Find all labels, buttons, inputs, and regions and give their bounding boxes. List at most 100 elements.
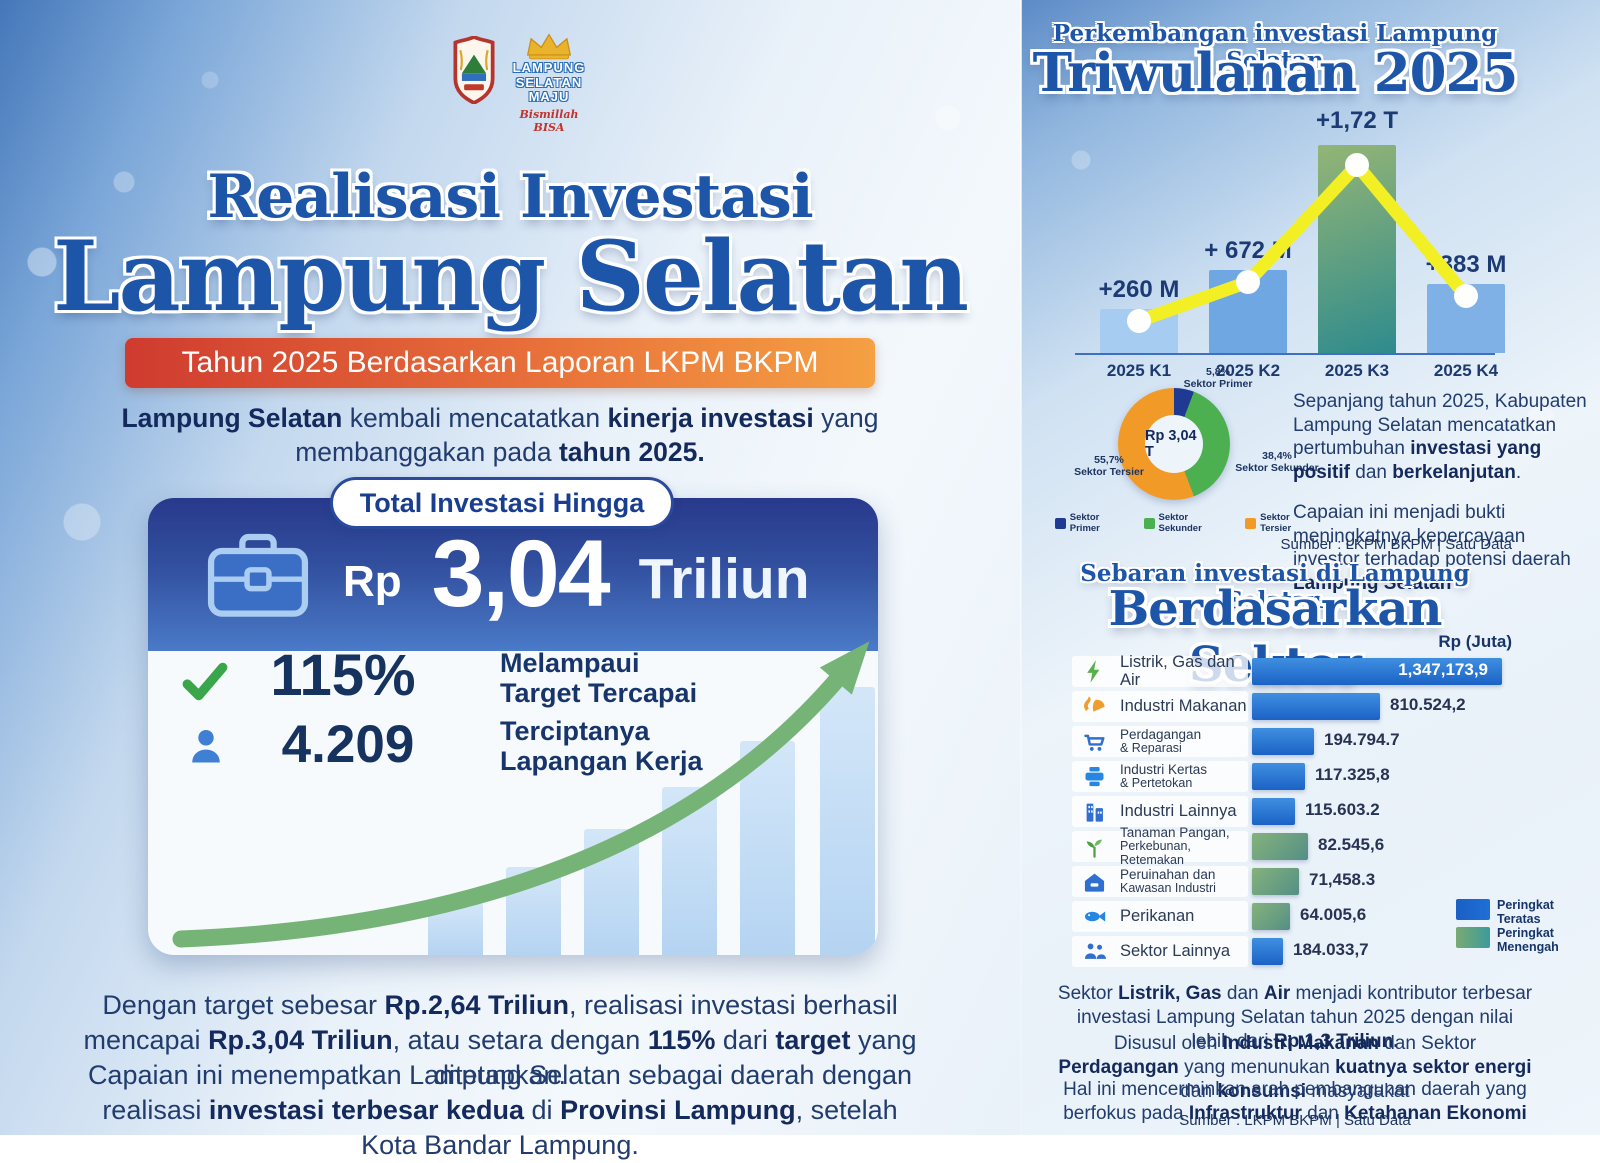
quarterly-chart-title: Triwulanan 2025 xyxy=(1032,42,1519,104)
slice-percent: 38,4% xyxy=(1262,450,1292,462)
jobs-label: Terciptanya Lapangan Kerja xyxy=(500,716,703,776)
lightning-icon xyxy=(1081,658,1108,685)
sector-label-line: Industri Makanan xyxy=(1120,696,1247,715)
rank-top-label: Peringkat Teratas xyxy=(1497,898,1554,926)
rank-middle-label: Peringkat Menengah xyxy=(1497,926,1559,954)
legend-swatch xyxy=(1245,517,1257,529)
sector-label: Perdagangan & Reparasi xyxy=(1120,726,1248,757)
buildings-icon xyxy=(1081,798,1108,825)
quarter-axis-label: 2025 K1 xyxy=(1106,361,1172,380)
sector-paragraph-1: Sektor Listrik, Gas dan Air menjadi kont… xyxy=(1057,983,1533,1052)
year-banner: Tahun 2025 Berdasarkan Laporan LKPM BKPM xyxy=(125,338,875,388)
right-panel: Perkembangan investasi Lampung Selatan T… xyxy=(1021,0,1600,1135)
sector-bar xyxy=(1252,798,1295,825)
check-icon xyxy=(180,656,230,706)
sector-label-line: Perkebunan, Retemakan xyxy=(1120,838,1191,867)
donut-ring: Rp 3,04 T xyxy=(1118,388,1230,500)
intro-paragraph: Lampung Selatan kembali mencatatkan kine… xyxy=(121,403,879,467)
sector-label-line: & Reparasi xyxy=(1120,740,1182,755)
crown-icon xyxy=(506,32,592,61)
sector-value: 82.545,6 xyxy=(1318,835,1385,854)
house-icon xyxy=(1081,868,1108,895)
sector-bar xyxy=(1252,728,1314,755)
sector-label-line: Sektor Lainnya xyxy=(1120,941,1231,960)
sector-value: 1,347,173,9 xyxy=(1398,660,1488,679)
sector-chart-unit: Rp (Juta) xyxy=(1438,632,1512,651)
sector-label-line: Kawasan Industri xyxy=(1120,880,1216,895)
target-percent-value: 115% xyxy=(270,643,416,708)
sector-label: Perikanan xyxy=(1120,901,1248,932)
sector-bar xyxy=(1252,658,1502,685)
printer-icon xyxy=(1081,763,1108,790)
sector-label-line: Perdagangan xyxy=(1120,726,1202,742)
sector-value: 810.524,2 xyxy=(1390,695,1466,714)
sector-label: Listrik, Gas dan Air xyxy=(1120,653,1248,689)
donut-legend-item: Sektor Tersier xyxy=(1245,512,1322,534)
sector-chart-subtitle: Sebaran investasi di Lampung Selatan xyxy=(1080,560,1470,614)
sector-bar-chart: Listrik, Gas dan Air 1,347,173,9 Industri … xyxy=(1060,653,1520,978)
sector-label: Tanaman Pangan, Perkebunan, Retemakan xyxy=(1120,825,1248,866)
sector-value: 184.033,7 xyxy=(1293,940,1369,959)
lampung-selatan-maju-logo: LAMPUNG SELATAN MAJU Bismillah BISA xyxy=(506,32,592,134)
sector-bar xyxy=(1252,833,1308,860)
amount-value: 3,04 xyxy=(431,521,611,627)
sector-row: Perdagangan & Reparasi 194.794.7 xyxy=(1060,726,1520,757)
growth-arrow xyxy=(172,641,870,948)
sector-row: Peruinahan dan Kawasan Industri 71,458.3 xyxy=(1060,866,1520,897)
row-background xyxy=(1072,656,1248,687)
quarterly-summary: Sepanjang tahun 2025, Kabupaten Lampung … xyxy=(1293,390,1595,612)
person-icon xyxy=(184,724,228,768)
brand-line-2: SELATAN xyxy=(515,74,583,90)
quarter-axis-label: 2025 K3 xyxy=(1324,361,1390,380)
sector-value: 117.325,8 xyxy=(1315,765,1390,784)
sector-row: Sektor Lainnya 184.033,7 xyxy=(1060,936,1520,967)
sector-label-line: Listrik, Gas dan Air xyxy=(1120,653,1235,689)
sector-bar xyxy=(1252,938,1283,965)
legend-label: Sektor Primer xyxy=(1069,512,1100,534)
sector-value: 194.794.7 xyxy=(1324,730,1400,749)
quarter-axis-label: 2025 K2 xyxy=(1215,361,1281,380)
donut-legend-item: Sektor Primer xyxy=(1055,512,1131,534)
donut-slice-label: 5,8% Sektor Primer xyxy=(1163,366,1273,391)
sector-label: Industri Kertas & Pertetokan xyxy=(1120,761,1248,792)
sector-row: Industri Kertas & Pertetokan 117.325,8 xyxy=(1060,761,1520,792)
donut-legend-item: Sektor Sekunder xyxy=(1143,512,1233,534)
sector-row: Tanaman Pangan, Perkebunan, Retemakan 82.5… xyxy=(1060,825,1520,866)
sector-paragraph-2: Disusul oleh Industri Makanan dan Sektor… xyxy=(1058,1033,1532,1102)
target-percent-label: Melampaui Target Tercapai xyxy=(500,648,698,708)
donut-center-label: Rp 3,04 T xyxy=(1145,415,1203,473)
sector-donut-chart: Rp 3,04 T Sektor Primer Sektor Sekunder Se… xyxy=(1055,366,1322,534)
main-title-line2: Lampung Selatan xyxy=(53,220,969,333)
briefcase-icon xyxy=(203,526,313,623)
quarter-bar xyxy=(1318,145,1396,353)
legend-label: Sektor Sekunder xyxy=(1158,512,1202,534)
sector-label-line: Industri Lainnya xyxy=(1120,801,1237,820)
quarterly-chart-subtitle: Perkembangan investasi Lampung Selatan xyxy=(1052,20,1498,74)
sector-label-line: & Pertetokan xyxy=(1120,775,1193,790)
left-panel: LAMPUNG SELATAN MAJU Bismillah BISA Real… xyxy=(0,0,1021,1160)
sector-value: 64.005,6 xyxy=(1300,905,1367,924)
slice-name: Sektor Sekunder xyxy=(1235,462,1319,475)
sector-label: Sektor Lainnya xyxy=(1120,936,1248,967)
slice-name: Sektor Primer xyxy=(1183,378,1253,391)
source-line-bottom: Sumber : LKPM BKPM | Satu Data xyxy=(1179,1112,1411,1129)
cart-icon xyxy=(1081,728,1108,755)
sector-label-line: Tanaman Pangan, xyxy=(1120,824,1230,840)
decorative-bar xyxy=(740,741,795,955)
row-background xyxy=(1072,831,1248,862)
sector-row: Industri Lainnya 115.603.2 xyxy=(1060,796,1520,827)
sector-label-line: Perikanan xyxy=(1120,906,1195,925)
sector-label-line: Peruinahan dan xyxy=(1120,866,1216,882)
sector-bar xyxy=(1252,903,1290,930)
donut-slice-label: 55,7% Sektor Tersier xyxy=(1067,454,1151,479)
donut-legend: Sektor Primer Sektor Sekunder Sektor Tersi… xyxy=(1055,512,1322,534)
rank-middle-swatch xyxy=(1456,927,1490,948)
main-title-line1: Realisasi Investasi xyxy=(207,162,813,232)
panel-divider xyxy=(1020,0,1022,1135)
sector-label-line: Industri Kertas xyxy=(1120,761,1208,777)
donut-slice-label: 38,4% Sektor Sekunder xyxy=(1232,450,1322,475)
amount-prefix: Rp xyxy=(343,556,402,606)
brand-line-1: LAMPUNG xyxy=(512,60,586,75)
rank-top-swatch xyxy=(1456,899,1490,920)
sector-bar xyxy=(1252,693,1380,720)
